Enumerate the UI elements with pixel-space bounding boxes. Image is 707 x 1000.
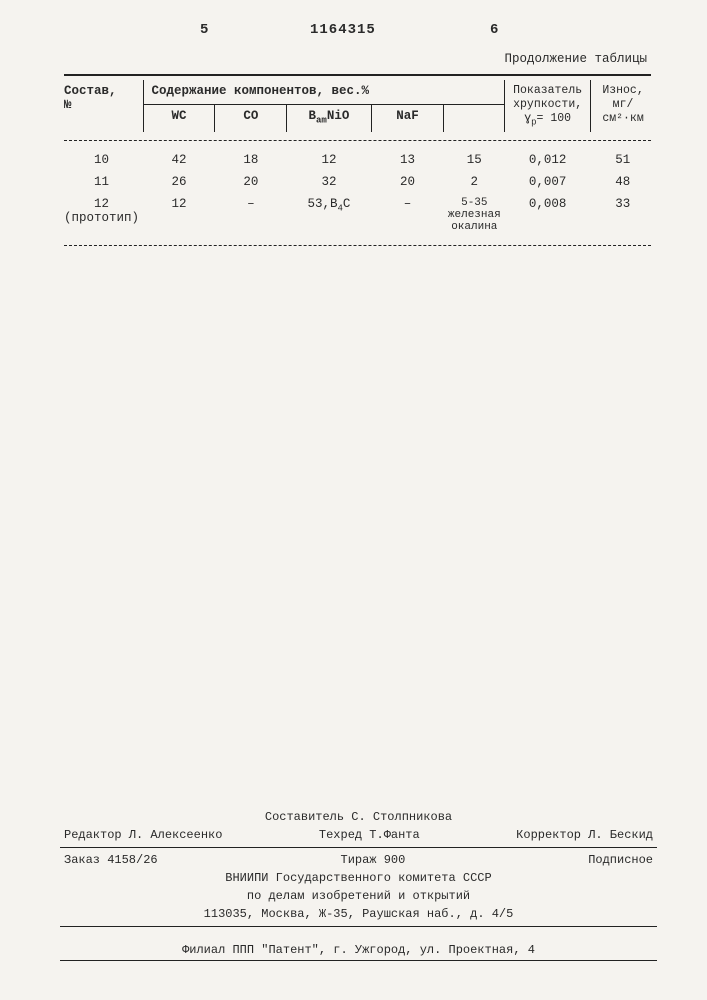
cell-bamnio: 53,B4C [287,193,371,237]
cell-bamnio: 12 [287,149,371,171]
cell-naf: 20 [371,171,444,193]
col-header-components: Содержание компонентов, вес.% [143,80,505,104]
doc-number: 1164315 [310,22,376,38]
data-table: Состав,№ Содержание компонентов, вес.% П… [60,70,655,254]
podpis-label: Подписное [588,851,653,869]
table-row: 11 26 20 32 20 2 0,007 48 [60,171,655,193]
col-header-sostav: Состав,№ [60,80,143,132]
page: 5 1164315 6 Продолжение таблицы Состав,№… [0,0,707,1000]
page-num-right: 6 [490,22,498,38]
cell-izn: 48 [591,171,655,193]
footer-line-3 [60,960,657,961]
table-continuation-label: Продолжение таблицы [504,52,647,66]
cell-x: 5-35железнаяокалина [444,193,505,237]
editor-label: Редактор Л. Алексеенко [64,826,222,844]
cell-n: 10 [60,149,143,171]
cell-izn: 33 [591,193,655,237]
compiler-line: Составитель С. Столпникова [60,808,657,826]
table-row: 12(прототип) 12 – 53,B4C – 5-35железнаяо… [60,193,655,237]
footer-filial: Филиал ППП "Патент", г. Ужгород, ул. Про… [60,943,657,964]
order-label: Заказ 4158/26 [64,851,158,869]
cell-co: – [215,193,287,237]
col-header-naf: NaF [371,104,444,131]
org-line-1: ВНИИПИ Государственного комитета СССР [60,869,657,887]
cell-n: 12(прототип) [60,193,143,237]
footer-line-1 [60,847,657,848]
org-line-2: по делам изобретений и открытий [60,887,657,905]
page-num-left: 5 [200,22,208,38]
cell-x: 15 [444,149,505,171]
col-header-co: CO [215,104,287,131]
table-dash-bottom [64,245,651,246]
table-dash-separator [64,140,651,141]
cell-wc: 42 [143,149,215,171]
cell-wc: 26 [143,171,215,193]
cell-izn: 51 [591,149,655,171]
cell-n: 11 [60,171,143,193]
col-header-fragility: Показательхрупкости,ɣp= 100 [505,80,591,132]
cell-co: 18 [215,149,287,171]
tech-label: Техред Т.Фанта [319,826,420,844]
filial-text: Филиал ППП "Патент", г. Ужгород, ул. Про… [60,943,657,957]
cell-bamnio: 32 [287,171,371,193]
org-address: 113035, Москва, Ж-35, Раушская наб., д. … [60,905,657,923]
cell-pok: 0,012 [505,149,591,171]
table-row: 10 42 18 12 13 15 0,012 51 [60,149,655,171]
print-row: Заказ 4158/26 Тираж 900 Подписное [60,851,657,869]
col-header-blank [444,104,505,131]
footer-line-2 [60,926,657,927]
cell-co: 20 [215,171,287,193]
cell-naf: 13 [371,149,444,171]
col-header-wear: Износ,мг/см²·км [591,80,655,132]
corrector-label: Корректор Л. Бескид [516,826,653,844]
cell-naf: – [371,193,444,237]
credits-row: Редактор Л. Алексеенко Техред Т.Фанта Ко… [60,826,657,844]
footer-block: Составитель С. Столпникова Редактор Л. А… [60,808,657,930]
col-header-bamnio: BamNiO [287,104,371,131]
tirazh-label: Тираж 900 [341,851,406,869]
cell-wc: 12 [143,193,215,237]
cell-x: 2 [444,171,505,193]
col-header-wc: WC [143,104,215,131]
cell-pok: 0,008 [505,193,591,237]
cell-pok: 0,007 [505,171,591,193]
